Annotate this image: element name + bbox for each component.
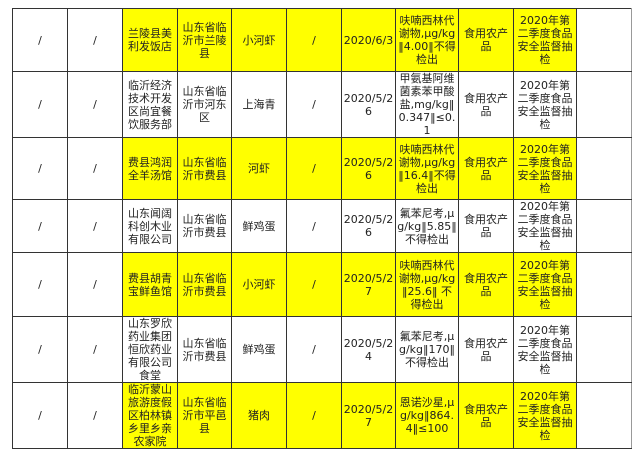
failed-item-cell: 呋喃西林代谢物,μg/kg‖16.4‖不得检出	[395, 137, 459, 200]
brand-cell: /	[286, 199, 342, 253]
col1-cell: /	[12, 71, 68, 138]
category-cell: 食用农产品	[458, 199, 514, 253]
task-source-cell: 2020年第二季度食品安全监督抽检	[513, 382, 577, 449]
col2-cell: /	[67, 137, 123, 200]
category-cell: 食用农产品	[458, 382, 514, 449]
business-name-cell: 临沂经济技术开发区尚宜餐饮服务部	[122, 71, 178, 138]
task-source-cell: 2020年第二季度食品安全监督抽检	[513, 199, 577, 253]
failed-item-cell: 氟苯尼考,μg/kg‖170‖不得检出	[395, 316, 459, 383]
address-cell: 山东省临沂市平邑县	[177, 382, 232, 449]
table-row: / / 山东闻阔科创木业有限公司 山东省临沂市费县 鲜鸡蛋/2020/5/26 氟苯尼考,…	[12, 199, 632, 253]
business-name-cell: 山东闻阔科创木业有限公司	[122, 199, 178, 253]
category-cell: 食用农产品	[458, 137, 514, 200]
col1-cell: /	[12, 252, 68, 317]
brand-cell: /	[286, 8, 342, 72]
last-cell	[576, 382, 632, 449]
business-name-cell: 费县胡青宝鲜鱼馆	[122, 252, 178, 317]
address-cell: 山东省临沂市费县	[177, 316, 232, 383]
food-name-cell: 鲜鸡蛋	[231, 199, 287, 253]
failed-item-cell: 恩诺沙星,μg/kg‖864.4‖≤100	[395, 382, 459, 449]
last-cell	[576, 137, 632, 200]
task-source-cell: 2020年第二季度食品安全监督抽检	[513, 137, 577, 200]
category-cell: 食用农产品	[458, 71, 514, 138]
business-name-cell: 山东罗欣药业集团恒欣药业有限公司食堂	[122, 316, 178, 383]
category-cell: 食用农产品	[458, 8, 514, 72]
category-cell: 食用农产品	[458, 316, 514, 383]
brand-cell: /	[286, 137, 342, 200]
col2-cell: /	[67, 8, 123, 72]
col2-cell: /	[67, 252, 123, 317]
task-source-cell: 2020年第二季度食品安全监督抽检	[513, 71, 577, 138]
col1-cell: /	[12, 316, 68, 383]
last-cell	[576, 199, 632, 253]
food-name-cell: 鲜鸡蛋	[231, 316, 287, 383]
last-cell	[576, 316, 632, 383]
business-name-cell: 费县鸿润全羊汤馆	[122, 137, 178, 200]
address-cell: 山东省临沂市费县	[177, 199, 232, 253]
food-name-cell: 小河虾	[231, 252, 287, 317]
date-cell: 2020/5/24	[341, 316, 396, 383]
table-row: / / 临沂经济技术开发区尚宜餐饮服务部 山东省临沂市河东区 上海青/2020/5/26…	[12, 71, 632, 138]
food-name-cell: 河虾	[231, 137, 287, 200]
food-name-cell: 猪肉	[231, 382, 287, 449]
brand-cell: /	[286, 71, 342, 138]
table-row: / / 费县鸿润全羊汤馆 山东省临沂市费县 河虾/2020/5/26 呋喃西林代谢物,μg…	[12, 137, 632, 200]
brand-cell: /	[286, 316, 342, 383]
business-name-cell: 临沂蒙山旅游度假区柏林镇乡里乡亲农家院	[122, 382, 178, 449]
inspection-results-table: / / 兰陵县美利发饭店 山东省临沂市兰陵县 小河虾/2020/6/3 呋喃西林代谢物,μ…	[12, 8, 632, 449]
food-name-cell: 小河虾	[231, 8, 287, 72]
address-cell: 山东省临沂市费县	[177, 137, 232, 200]
task-source-cell: 2020年第二季度食品安全监督抽检	[513, 8, 577, 72]
address-cell: 山东省临沂市费县	[177, 252, 232, 317]
task-source-cell: 2020年第二季度食品安全监督抽检	[513, 252, 577, 317]
last-cell	[576, 252, 632, 317]
col2-cell: /	[67, 382, 123, 449]
date-cell: 2020/5/26	[341, 137, 396, 200]
last-cell	[576, 71, 632, 138]
col1-cell: /	[12, 137, 68, 200]
failed-item-cell: 甲氨基阿维菌素苯甲酸盐,mg/kg‖0.347‖≤0.1	[395, 71, 459, 138]
food-name-cell: 上海青	[231, 71, 287, 138]
col1-cell: /	[12, 382, 68, 449]
failed-item-cell: 呋喃西林代谢物,μg/kg‖25.6‖ 不得检出	[395, 252, 459, 317]
failed-item-cell: 氟苯尼考,μg/kg‖5.85‖不得检出	[395, 199, 459, 253]
brand-cell: /	[286, 252, 342, 317]
failed-item-cell: 呋喃西林代谢物,μg/kg‖4.00‖不得检出	[395, 8, 459, 72]
address-cell: 山东省临沂市河东区	[177, 71, 232, 138]
col2-cell: /	[67, 199, 123, 253]
task-source-cell: 2020年第二季度食品安全监督抽检	[513, 316, 577, 383]
col1-cell: /	[12, 199, 68, 253]
date-cell: 2020/5/26	[341, 199, 396, 253]
last-cell	[576, 8, 632, 72]
date-cell: 2020/6/3	[341, 8, 396, 72]
brand-cell: /	[286, 382, 342, 449]
col2-cell: /	[67, 71, 123, 138]
business-name-cell: 兰陵县美利发饭店	[122, 8, 178, 72]
address-cell: 山东省临沂市兰陵县	[177, 8, 232, 72]
col1-cell: /	[12, 8, 68, 72]
date-cell: 2020/5/27	[341, 382, 396, 449]
table-row: / / 兰陵县美利发饭店 山东省临沂市兰陵县 小河虾/2020/6/3 呋喃西林代谢物,μ…	[12, 8, 632, 72]
table-row: / / 临沂蒙山旅游度假区柏林镇乡里乡亲农家院 山东省临沂市平邑县 猪肉/2020/5/…	[12, 382, 632, 449]
table-row: / / 费县胡青宝鲜鱼馆 山东省临沂市费县 小河虾/2020/5/27 呋喃西林代谢物,μ…	[12, 252, 632, 317]
category-cell: 食用农产品	[458, 252, 514, 317]
col2-cell: /	[67, 316, 123, 383]
table-row: / / 山东罗欣药业集团恒欣药业有限公司食堂 山东省临沂市费县 鲜鸡蛋/2020/5/2…	[12, 316, 632, 383]
date-cell: 2020/5/26	[341, 71, 396, 138]
date-cell: 2020/5/27	[341, 252, 396, 317]
